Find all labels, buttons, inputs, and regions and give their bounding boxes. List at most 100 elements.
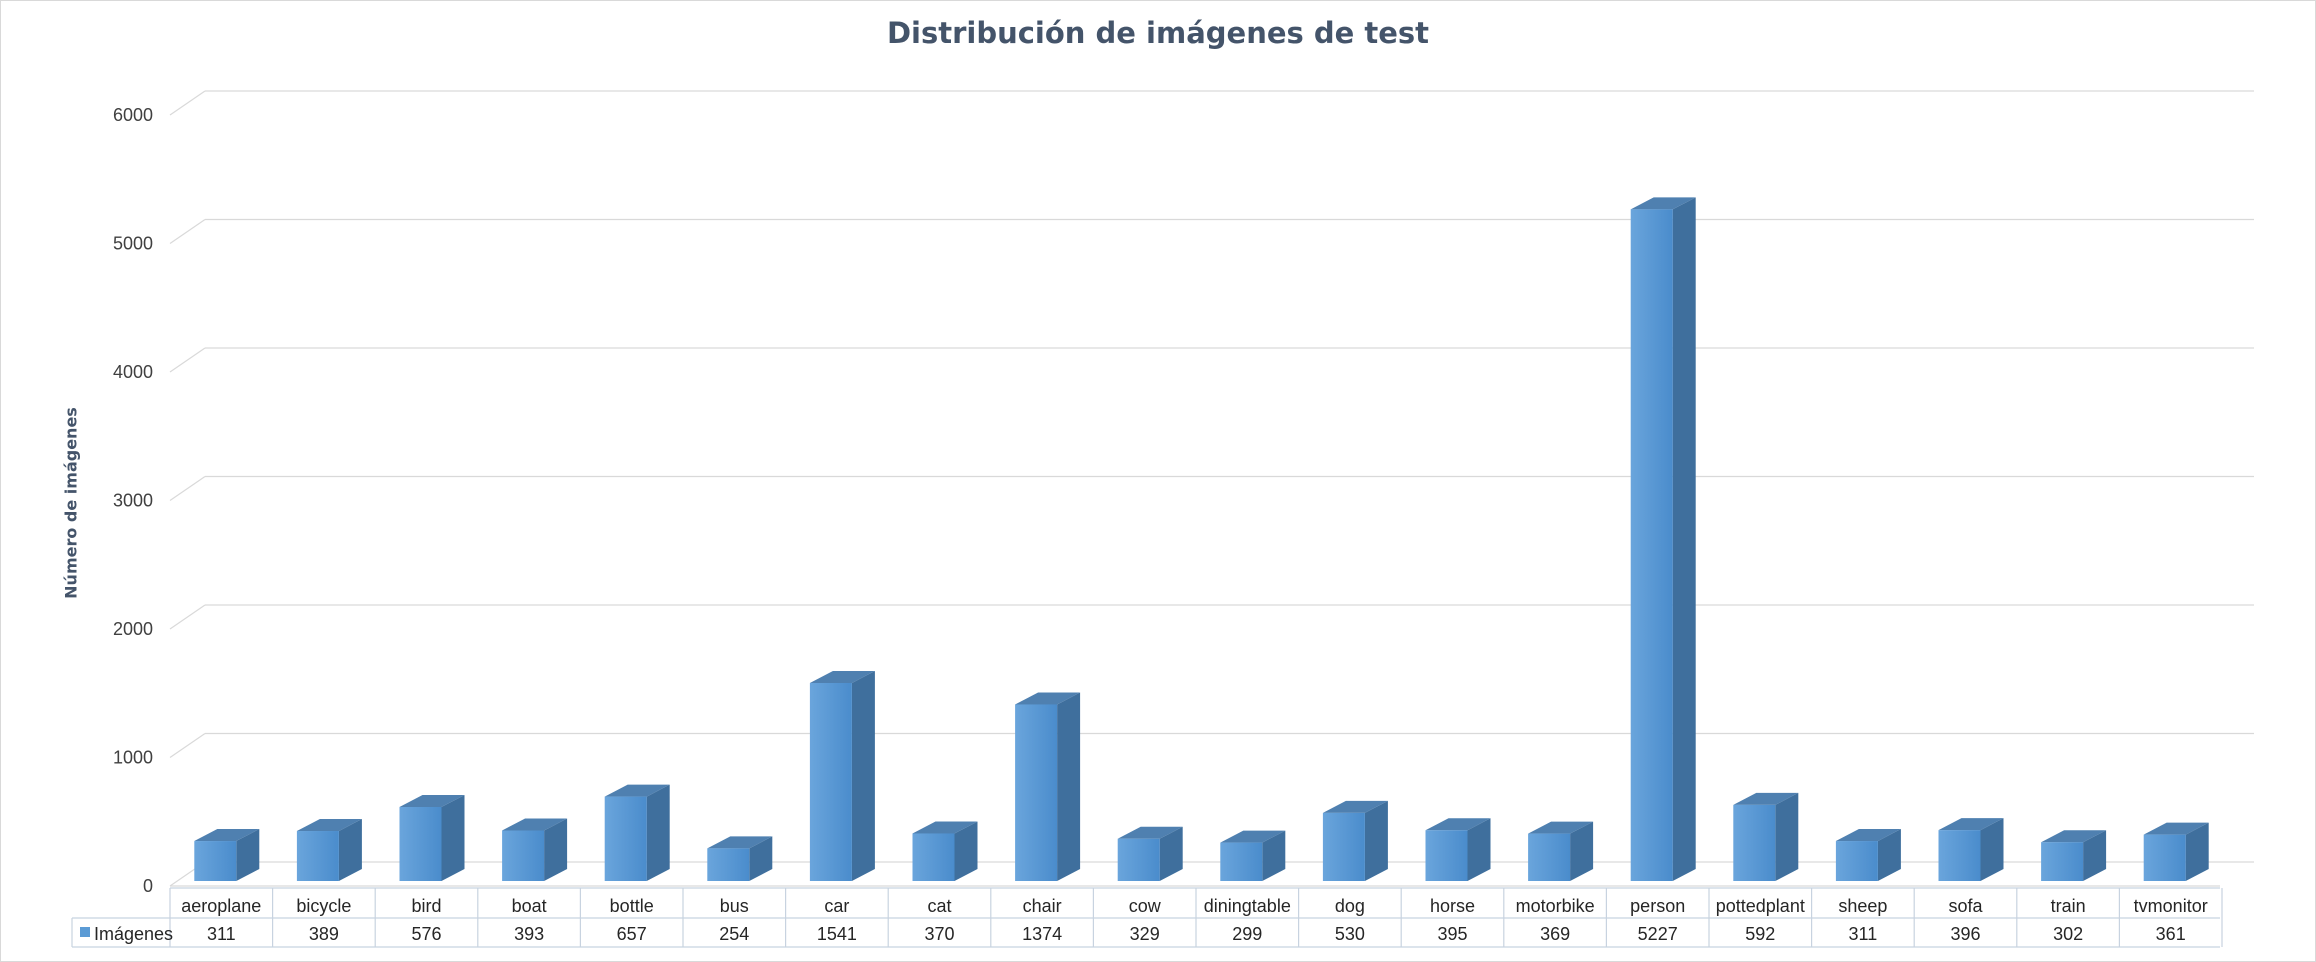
bar-front [296, 831, 339, 881]
y-tick-label: 1000 [113, 748, 153, 768]
y-tick-label: 2000 [113, 619, 153, 639]
bar-side [441, 794, 465, 881]
bar-front [502, 830, 545, 881]
bar-top [296, 819, 362, 832]
category-label: bicycle [296, 896, 351, 916]
bar-front [1117, 838, 1160, 881]
bar-front [912, 833, 955, 881]
category-label: horse [1430, 896, 1475, 916]
bar-front [1220, 842, 1263, 881]
data-table: Imágenes aeroplane 311 bicycle 389 bird 576 boa… [71, 887, 2223, 948]
bar-top [1015, 692, 1081, 705]
gridline-depth [169, 733, 206, 758]
data-label: 1374 [1022, 924, 1062, 944]
bar-front [1528, 833, 1571, 881]
data-label: 1541 [817, 924, 857, 944]
bar-top [399, 794, 465, 807]
bar [1938, 818, 2004, 881]
data-label: 311 [1849, 924, 1878, 944]
bar [399, 794, 465, 881]
data-label: 299 [1232, 924, 1262, 944]
bar-side [1775, 792, 1799, 881]
bar [1733, 792, 1799, 881]
bar-front [1015, 704, 1058, 881]
category-label: cat [927, 896, 951, 916]
gridline-depth [169, 347, 206, 373]
bar [707, 836, 773, 881]
bar [1015, 692, 1081, 881]
bar-front [1938, 830, 1981, 881]
category-label: tvmonitor [2134, 896, 2208, 916]
bar-top [194, 829, 260, 842]
data-label: 370 [924, 924, 954, 944]
bar-front [194, 841, 237, 881]
category-label: cow [1129, 896, 1162, 916]
legend-label: Imágenes [94, 924, 173, 944]
y-tick-label: 3000 [113, 491, 153, 511]
bar [1117, 826, 1183, 881]
category-label: bottle [610, 896, 654, 916]
data-label: 393 [514, 924, 544, 944]
bar-top [1630, 197, 1696, 210]
bar-side [544, 818, 568, 881]
bar-top [2143, 822, 2209, 835]
bar [502, 818, 568, 881]
bars [194, 197, 2209, 881]
gridlines [169, 90, 2254, 887]
bar-side [338, 819, 362, 881]
data-label: 395 [1437, 924, 1467, 944]
bar-side [1262, 830, 1286, 881]
bar [194, 829, 260, 881]
data-label: 389 [309, 924, 339, 944]
bar-side [646, 784, 670, 881]
bar [1630, 197, 1696, 881]
bar-side [749, 836, 773, 881]
category-label: sofa [1948, 896, 1983, 916]
category-label: motorbike [1516, 896, 1595, 916]
bar-side [1877, 829, 1901, 881]
bar-front [1630, 209, 1673, 881]
bar-top [1117, 826, 1183, 839]
bar-side [1672, 197, 1696, 881]
bar-front [1835, 841, 1878, 881]
bar-side [1159, 826, 1183, 881]
data-label: 592 [1745, 924, 1775, 944]
bar-top [1322, 800, 1388, 813]
bar-side [1057, 692, 1081, 881]
bar [1220, 830, 1286, 881]
y-tick-label: 6000 [113, 105, 153, 125]
bar-side [236, 829, 260, 881]
gridline-depth [169, 219, 206, 244]
bar-top [912, 821, 978, 834]
bar-side [1467, 818, 1491, 881]
data-label: 657 [617, 924, 647, 944]
bar-front [2143, 834, 2186, 881]
data-label: 329 [1130, 924, 1160, 944]
bar-side [2185, 822, 2209, 881]
category-label: aeroplane [181, 896, 261, 916]
gridline-depth [169, 476, 206, 501]
data-label: 530 [1335, 924, 1365, 944]
category-label: pottedplant [1716, 896, 1805, 916]
bar-top [1220, 830, 1286, 843]
bar-side [851, 670, 875, 881]
bar-side [1570, 821, 1594, 881]
bar [604, 784, 670, 881]
bar [1835, 829, 1901, 881]
bar-front [399, 806, 442, 881]
bar [296, 819, 362, 881]
bar-top [1733, 792, 1799, 805]
bar [1425, 818, 1491, 881]
bar [912, 821, 978, 881]
y-axis: 0 1000 2000 3000 4000 5000 6000 [113, 105, 153, 896]
bar-front [1733, 804, 1776, 881]
category-label: dog [1335, 896, 1365, 916]
bar-front [1322, 812, 1365, 881]
data-label: 311 [207, 924, 236, 944]
chart-title: Distribución de imágenes de test [886, 16, 1430, 50]
gridline-depth [169, 604, 206, 630]
bar [1322, 800, 1388, 881]
bar [1528, 821, 1594, 881]
